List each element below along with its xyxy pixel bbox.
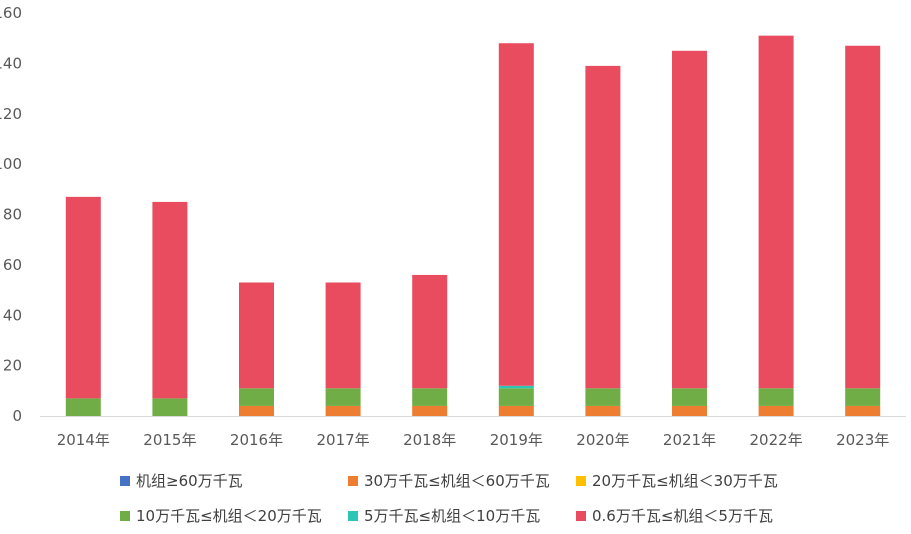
bar-segment — [152, 201, 188, 399]
legend-item: 30万千瓦≤机组＜60万千瓦 — [348, 470, 550, 491]
bar-segment — [672, 50, 707, 389]
x-tick-label: 2018年 — [403, 431, 456, 449]
bars-group — [65, 35, 881, 416]
bar-segment — [65, 196, 101, 399]
legend-label: 20万千瓦≤机组＜30万千瓦 — [592, 472, 778, 490]
legend-swatch — [348, 510, 358, 521]
bar-segment — [412, 274, 448, 389]
legend-swatch — [348, 475, 358, 486]
legend-label: 30万千瓦≤机组＜60万千瓦 — [364, 472, 550, 490]
y-tick-label: 40 — [3, 306, 22, 324]
legend-label: 5万千瓦≤机组＜10万千瓦 — [364, 507, 541, 525]
bar-segment — [498, 388, 534, 406]
y-tick-label: 100 — [0, 155, 22, 173]
bar-segment — [758, 405, 794, 416]
bar-segment — [412, 405, 448, 416]
bar-segment — [585, 405, 621, 416]
legend-item: 5万千瓦≤机组＜10万千瓦 — [348, 505, 540, 526]
bar-segment — [325, 388, 361, 406]
bar-segment — [758, 35, 794, 389]
x-tick-label: 2017年 — [317, 431, 370, 449]
legend-item: 0.6万千瓦≤机组＜5万千瓦 — [576, 505, 773, 526]
bar-segment — [672, 405, 707, 416]
x-tick-label: 2021年 — [663, 431, 716, 449]
bar-segment — [412, 388, 448, 406]
x-tick-label: 2019年 — [490, 431, 543, 449]
legend-swatch — [120, 475, 130, 486]
x-tick-label: 2023年 — [836, 431, 889, 449]
legend-label: 10万千瓦≤机组＜20万千瓦 — [136, 507, 322, 525]
y-tick-label: 160 — [0, 4, 22, 22]
bar-segment — [498, 43, 534, 386]
bar-segment — [65, 398, 101, 416]
y-tick-label: 80 — [3, 206, 22, 224]
bar-segment — [239, 282, 274, 389]
y-tick-label: 0 — [12, 407, 22, 425]
y-tick-label: 120 — [0, 105, 22, 123]
y-tick-label: 140 — [0, 54, 22, 72]
bar-segment — [325, 405, 361, 416]
bar-segment — [845, 405, 881, 416]
legend-swatch — [120, 510, 130, 521]
bar-segment — [758, 388, 794, 406]
bar-segment — [585, 388, 621, 406]
legend: 机组≥60万千瓦 30万千瓦≤机组＜60万千瓦 20万千瓦≤机组＜30万千瓦 10万千… — [0, 462, 911, 532]
bar-segment — [672, 388, 707, 406]
bar-segment — [498, 385, 534, 389]
x-tick-label: 2022年 — [750, 431, 803, 449]
bar-segment — [585, 65, 621, 389]
bar-segment — [498, 405, 534, 416]
legend-swatch — [576, 510, 586, 521]
x-tick-label: 2020年 — [576, 431, 629, 449]
legend-item: 机组≥60万千瓦 — [120, 470, 243, 491]
x-tick-label: 2015年 — [143, 431, 196, 449]
x-axis-ticks: 2014年 2015年 2016年 2017年 2018年 2019年 2020年 2021年… — [57, 431, 890, 449]
bar-segment — [325, 282, 361, 389]
x-tick-label: 2014年 — [57, 431, 110, 449]
y-axis-ticks: 0 20 40 60 80 100 120 140 160 — [0, 4, 22, 425]
x-tick-label: 2016年 — [230, 431, 283, 449]
bar-segment — [845, 388, 881, 406]
legend-item: 20万千瓦≤机组＜30万千瓦 — [576, 470, 778, 491]
bar-segment — [239, 388, 274, 406]
legend-swatch — [576, 475, 586, 486]
bar-segment — [845, 45, 881, 389]
legend-label: 0.6万千瓦≤机组＜5万千瓦 — [592, 507, 773, 525]
bar-segment — [239, 405, 274, 416]
bar-segment — [152, 398, 188, 416]
legend-item: 10万千瓦≤机组＜20万千瓦 — [120, 505, 322, 526]
y-tick-label: 20 — [3, 357, 22, 375]
legend-label: 机组≥60万千瓦 — [136, 472, 243, 490]
y-tick-label: 60 — [3, 256, 22, 274]
